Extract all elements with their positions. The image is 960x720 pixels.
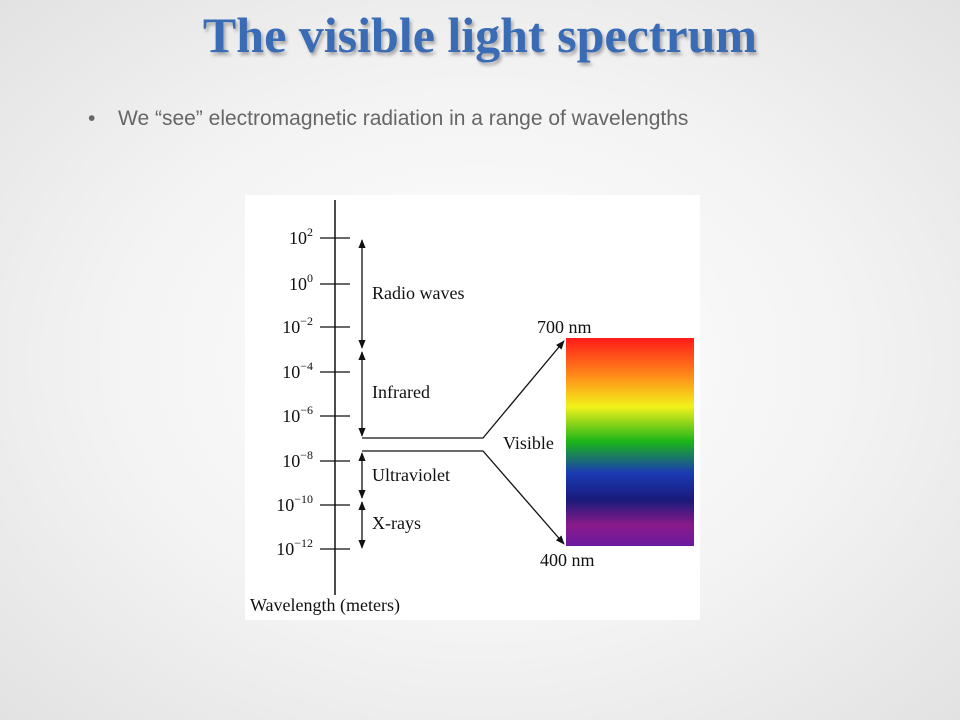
tick-base: 10 (289, 274, 307, 294)
band-arrows (358, 239, 565, 549)
tick-exponent: 0 (307, 271, 313, 285)
band-label: X-rays (372, 513, 421, 533)
tick-base: 10 (289, 228, 307, 248)
tick-base: 10 (276, 495, 294, 515)
tick-label: 10−2 (282, 314, 313, 337)
visible-bottom-label: 400 nm (540, 550, 595, 570)
tick-base: 10 (282, 406, 300, 426)
tick-base: 10 (282, 451, 300, 471)
band-label: Ultraviolet (372, 465, 450, 485)
tick-exponent: −6 (300, 403, 313, 417)
visible-top-line (362, 340, 565, 439)
tick-base: 10 (282, 317, 300, 337)
tick-exponent: −8 (300, 448, 313, 462)
tick-label: 10−10 (276, 492, 313, 515)
tick-label: 10−8 (282, 448, 313, 471)
tick-exponent: −10 (294, 492, 313, 506)
visible-label: Visible (503, 433, 554, 453)
tick-exponent: −12 (294, 536, 313, 550)
visible-top-label: 700 nm (537, 317, 592, 337)
tick-base: 10 (282, 362, 300, 382)
slide-title: The visible light spectrum (202, 7, 758, 63)
bullet-list: We “see” electromagnetic radiation in a … (88, 104, 808, 134)
band-label: Radio waves (372, 283, 464, 303)
visible-bottom-line (362, 450, 565, 545)
band-label: Infrared (372, 382, 430, 402)
tick-label: 10−4 (282, 359, 313, 382)
tick-exponent: −4 (300, 359, 313, 373)
tick-label: 10−12 (276, 536, 313, 559)
tick-label: 10−6 (282, 403, 313, 426)
axis-label: Wavelength (meters) (250, 595, 400, 616)
tick-exponent: −2 (300, 314, 313, 328)
tick-label: 102 (289, 225, 313, 248)
bullet: We “see” electromagnetic radiation in a … (88, 104, 808, 134)
tick-exponent: 2 (307, 225, 313, 239)
tick-base: 10 (276, 539, 294, 559)
tick-label: 100 (289, 271, 313, 294)
spectrum-bar (566, 338, 694, 546)
